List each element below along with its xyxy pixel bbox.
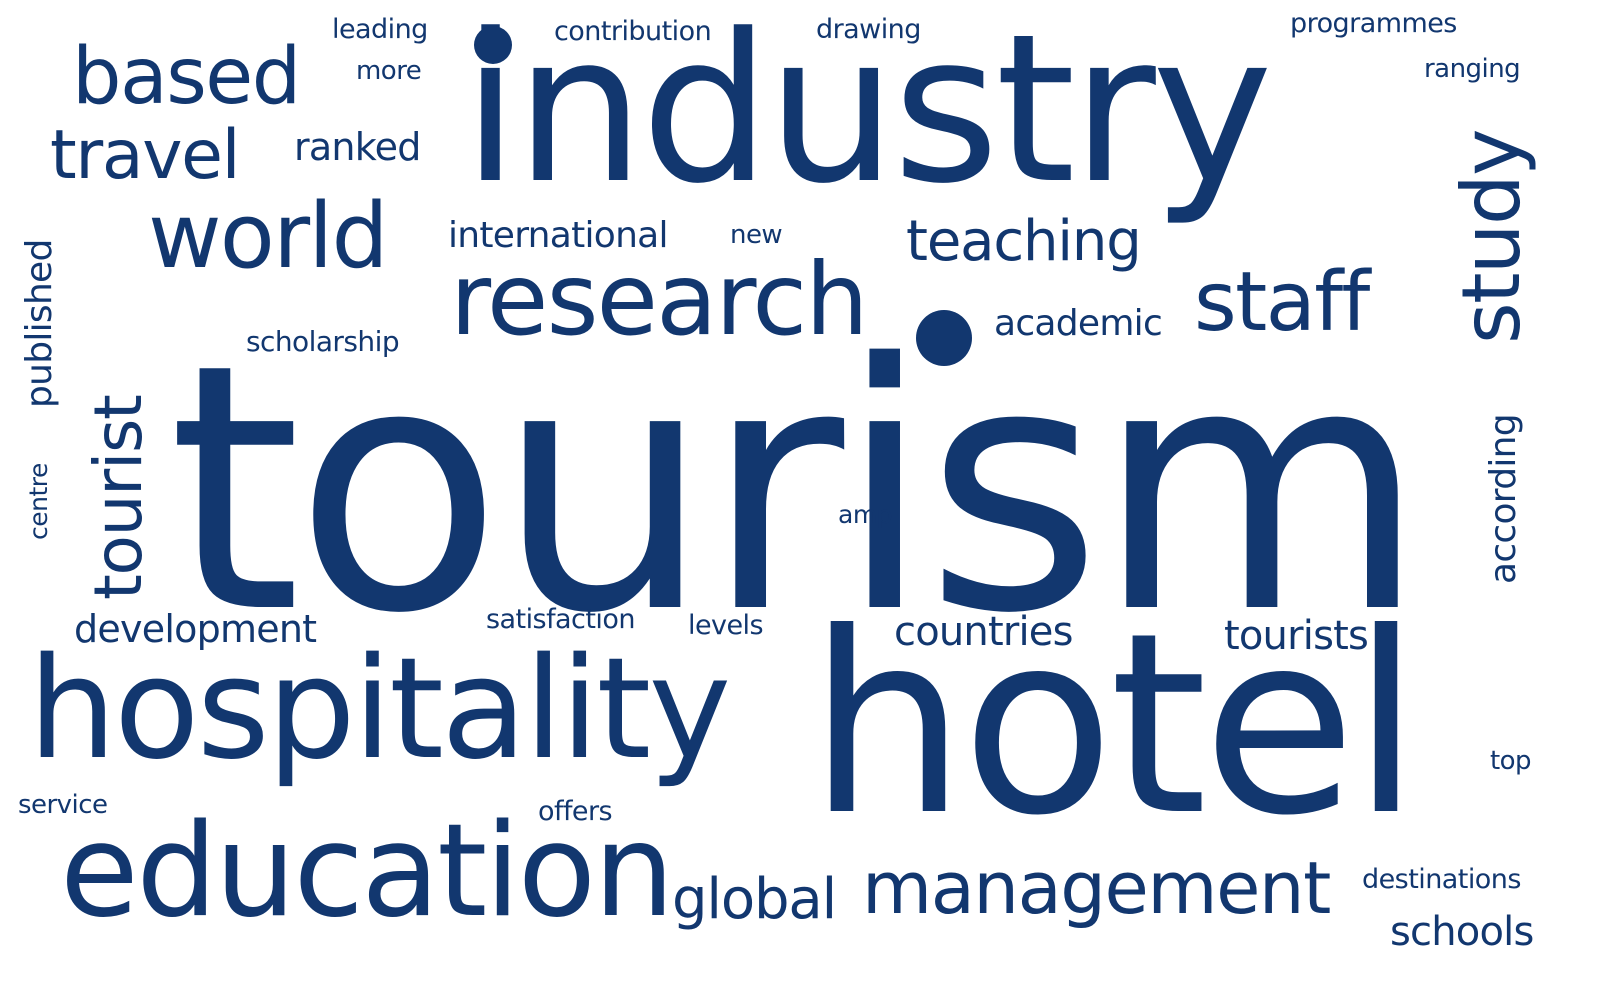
word-study: study [1445, 130, 1538, 344]
word-international: international [448, 215, 669, 256]
word-staff: staff [1194, 255, 1370, 350]
word-schools: schools [1390, 909, 1534, 955]
word-new: new [730, 220, 783, 250]
word-tourism: tourism [168, 292, 1427, 688]
word-leading: leading [332, 14, 428, 45]
word-drawing: drawing [816, 14, 921, 45]
word-amp: amp [838, 500, 893, 529]
word-tourist: tourist [80, 395, 157, 600]
dot-mark [474, 26, 512, 64]
word-destinations: destinations [1362, 864, 1521, 895]
word-more: more [356, 56, 422, 86]
word-according: according [1483, 414, 1524, 584]
word-contribution: contribution [554, 16, 712, 47]
word-education: education [60, 797, 675, 946]
word-offers: offers [538, 796, 613, 827]
word-programmes: programmes [1290, 8, 1457, 39]
word-academic: academic [994, 303, 1163, 344]
word-hospitality: hospitality [28, 628, 731, 791]
word-centre: centre [24, 463, 53, 540]
word-scholarship: scholarship [246, 325, 400, 358]
word-published: published [19, 239, 60, 408]
word-development: development [74, 607, 317, 651]
word-ranked: ranked [294, 125, 421, 169]
word-travel: travel [50, 116, 240, 195]
word-management: management [862, 846, 1331, 930]
dot-mark [916, 310, 972, 366]
word-research: research [450, 241, 869, 358]
word-industry: industry [462, 0, 1273, 229]
word-tourists: tourists [1224, 613, 1369, 659]
word-teaching: teaching [906, 209, 1142, 274]
word-ranging: ranging [1424, 54, 1521, 84]
word-satisfaction: satisfaction [486, 604, 635, 635]
word-based: based [72, 32, 301, 122]
word-service: service [18, 790, 108, 820]
word-levels: levels [688, 610, 764, 641]
word-global: global [672, 867, 837, 932]
word-hotel: hotel [808, 579, 1421, 870]
word-world: world [148, 184, 389, 289]
word-top: top [1490, 746, 1532, 776]
word-countries: countries [894, 609, 1073, 655]
